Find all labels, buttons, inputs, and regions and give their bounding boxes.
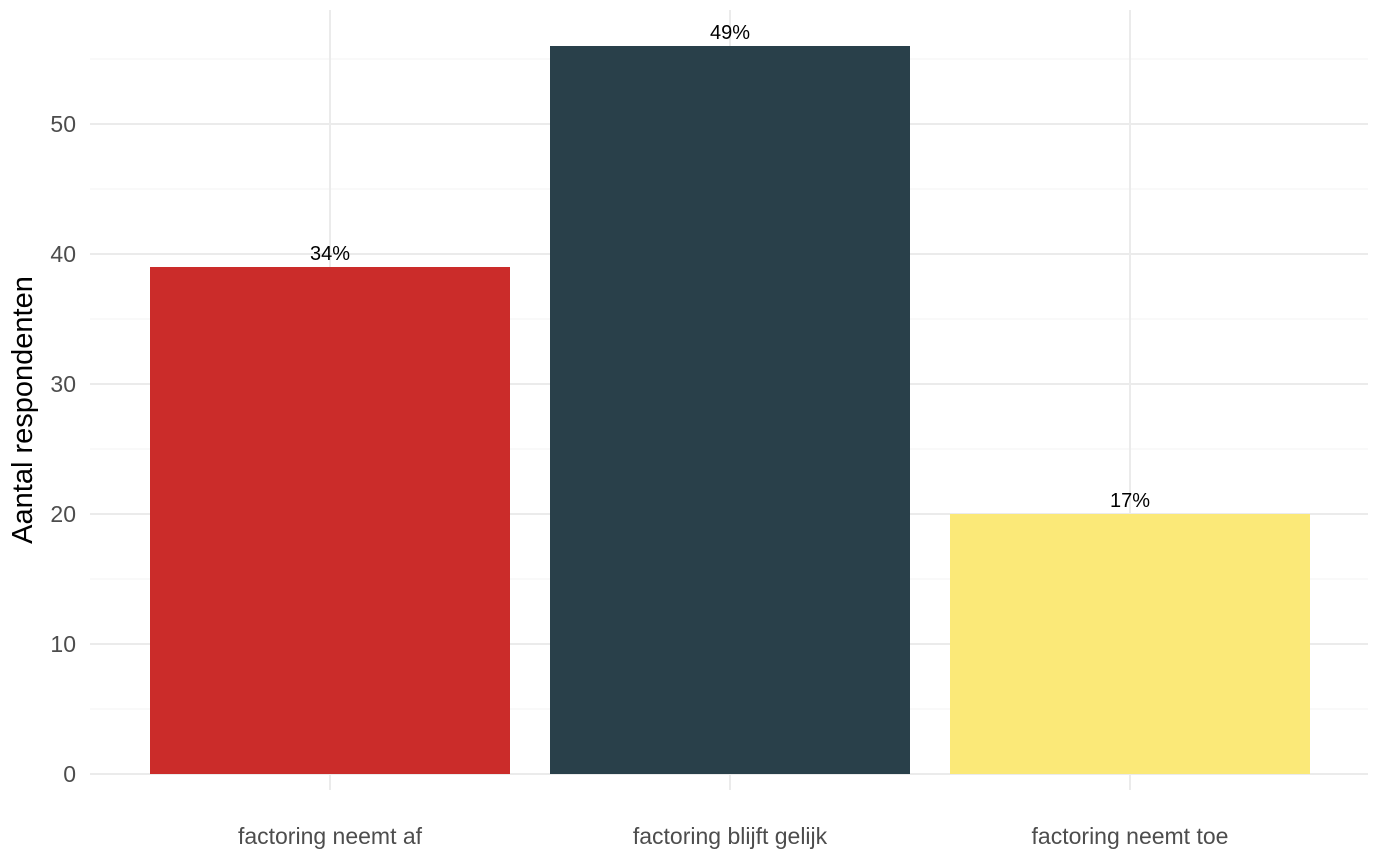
y-tick-label: 10 <box>50 631 76 657</box>
bar <box>550 46 910 774</box>
x-tick-label: factoring neemt af <box>238 823 423 849</box>
bar <box>150 267 510 774</box>
y-tick-label: 40 <box>50 241 76 267</box>
bar-data-label: 17% <box>1110 490 1150 512</box>
bar <box>950 514 1310 774</box>
y-tick-label: 50 <box>50 111 76 137</box>
y-axis-ticks: 0 10 20 30 40 50 <box>50 111 76 787</box>
y-tick-label: 20 <box>50 501 76 527</box>
y-tick-label: 30 <box>50 371 76 397</box>
data-labels: 34% 49% 17% <box>310 22 1150 512</box>
y-axis-title: Aantal respondenten <box>7 276 39 544</box>
x-axis-ticks: factoring neemt af factoring blijft gelij… <box>238 823 1229 849</box>
y-tick-label: 0 <box>63 761 76 787</box>
x-tick-label: factoring blijft gelijk <box>633 823 828 849</box>
x-tick-label: factoring neemt toe <box>1032 823 1229 849</box>
bar-data-label: 49% <box>710 22 750 44</box>
bar-data-label: 34% <box>310 243 350 265</box>
bars <box>150 46 1310 774</box>
